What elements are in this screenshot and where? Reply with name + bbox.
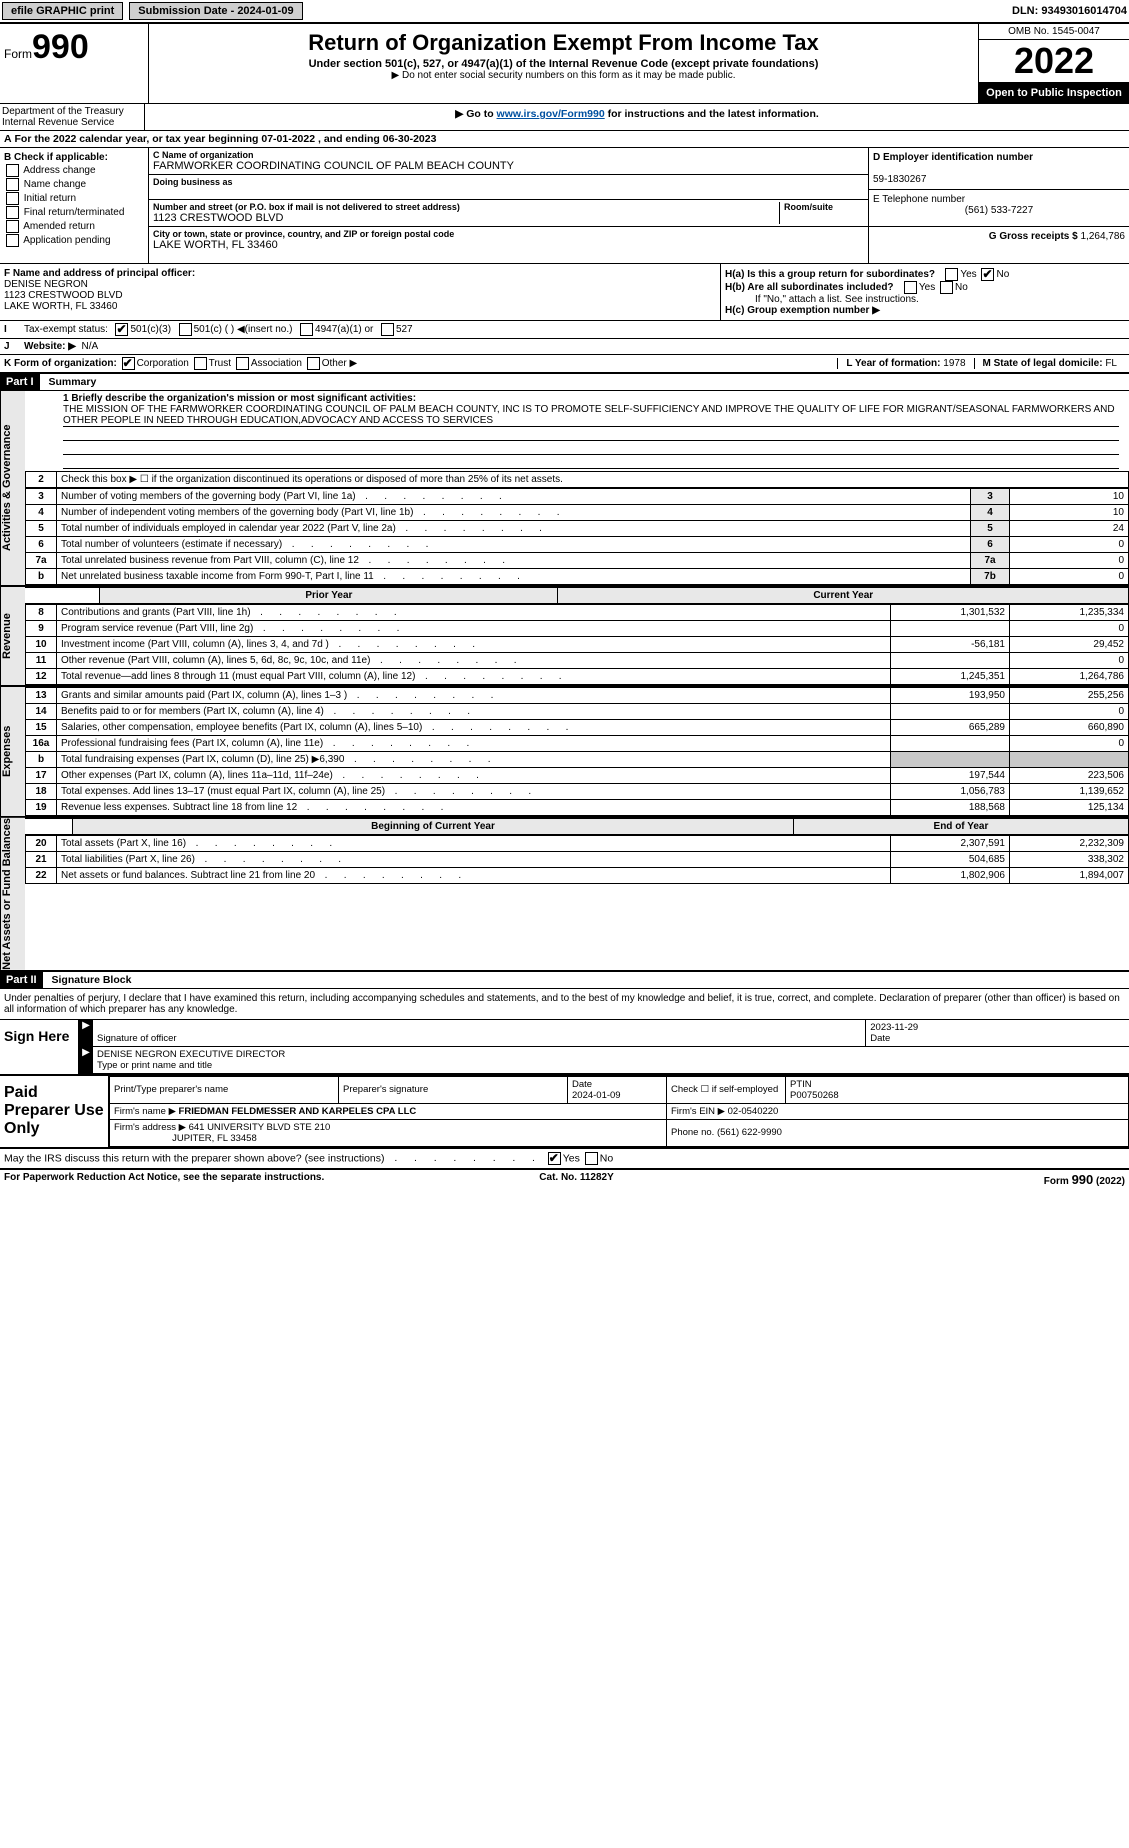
tax-year: 2022 <box>979 40 1129 83</box>
subtitle-2: ▶ Do not enter social security numbers o… <box>157 70 970 81</box>
side-netassets: Net Assets or Fund Balances <box>0 818 25 970</box>
city-value: LAKE WORTH, FL 33460 <box>153 239 864 251</box>
topbar: efile GRAPHIC print Submission Date - 20… <box>0 0 1129 24</box>
line-a: A For the 2022 calendar year, or tax yea… <box>0 131 1129 148</box>
gross-label: G Gross receipts $ <box>989 231 1078 242</box>
ptin-value: P00750268 <box>790 1090 839 1101</box>
mission-text: THE MISSION OF THE FARMWORKER COORDINATI… <box>63 404 1119 427</box>
fh-block: F Name and address of principal officer:… <box>0 264 1129 321</box>
org-name: FARMWORKER COORDINATING COUNCIL OF PALM … <box>153 160 864 172</box>
line1-label: 1 Briefly describe the organization's mi… <box>63 393 416 404</box>
side-governance: Activities & Governance <box>0 391 25 585</box>
form-header: Form990 Return of Organization Exempt Fr… <box>0 24 1129 104</box>
street-label: Number and street (or P.O. box if mail i… <box>153 202 779 212</box>
submission-date-button[interactable]: Submission Date - 2024-01-09 <box>129 2 302 20</box>
efile-button[interactable]: efile GRAPHIC print <box>2 2 123 20</box>
dln-label: DLN: 93493016014704 <box>1012 5 1127 17</box>
netassets-section: Net Assets or Fund Balances Beginning of… <box>0 818 1129 972</box>
firm-ein: 02-0540220 <box>728 1106 779 1117</box>
side-revenue: Revenue <box>0 587 25 685</box>
page-footer: For Paperwork Reduction Act Notice, see … <box>0 1169 1129 1189</box>
dba-label: Doing business as <box>153 177 864 187</box>
subtitle-1: Under section 501(c), 527, or 4947(a)(1)… <box>157 58 970 70</box>
part2-header: Part II Signature Block <box>0 972 1129 989</box>
street-value: 1123 CRESTWOOD BLVD <box>153 212 779 224</box>
form-number: 990 <box>32 28 89 66</box>
goto-link-row: ▶ Go to www.irs.gov/Form990 for instruct… <box>145 104 1129 130</box>
sign-here-block: Sign Here ▶ Signature of officer 2023-11… <box>0 1020 1129 1074</box>
irs-link[interactable]: www.irs.gov/Form990 <box>497 108 605 120</box>
open-to-public: Open to Public Inspection <box>979 83 1129 103</box>
city-label: City or town, state or province, country… <box>153 229 864 239</box>
officer-name: DENISE NEGRON <box>4 279 88 290</box>
firm-name: FRIEDMAN FELDMESSER AND KARPELES CPA LLC <box>179 1106 417 1117</box>
room-label: Room/suite <box>784 202 864 212</box>
discuss-row: May the IRS discuss this return with the… <box>0 1149 1129 1169</box>
side-expenses: Expenses <box>0 687 25 816</box>
paid-preparer-block: Paid Preparer Use Only Print/Type prepar… <box>0 1074 1129 1149</box>
officer-name-title: DENISE NEGRON EXECUTIVE DIRECTOR <box>97 1049 285 1060</box>
officer-addr1: 1123 CRESTWOOD BLVD <box>4 290 123 301</box>
form-title: Return of Organization Exempt From Incom… <box>157 30 970 56</box>
ein-value: 59-1830267 <box>873 174 926 185</box>
name-label: C Name of organization <box>153 150 864 160</box>
ein-label: D Employer identification number <box>873 152 1033 163</box>
governance-section: Activities & Governance 1 Briefly descri… <box>0 391 1129 587</box>
check-b: B Check if applicable: Address change Na… <box>0 148 149 263</box>
phone-value: (561) 533-7227 <box>873 205 1125 216</box>
identity-block: B Check if applicable: Address change Na… <box>0 148 1129 264</box>
officer-addr2: LAKE WORTH, FL 33460 <box>4 301 117 312</box>
omb-number: OMB No. 1545-0047 <box>979 24 1129 40</box>
revenue-section: Revenue Prior YearCurrent Year 8Contribu… <box>0 587 1129 687</box>
gov-table: 2Check this box ▶ ☐ if the organization … <box>25 471 1129 488</box>
phone-label: E Telephone number <box>873 194 965 205</box>
firm-phone: (561) 622-9990 <box>717 1127 782 1138</box>
part1-header: Part I Summary <box>0 374 1129 391</box>
expenses-section: Expenses 13Grants and similar amounts pa… <box>0 687 1129 818</box>
website-row: J Website: ▶ N/A <box>0 339 1129 355</box>
form-word: Form <box>4 47 32 61</box>
k-l-m-row: K Form of organization: Corporation Trus… <box>0 355 1129 374</box>
dept-treasury: Department of the TreasuryInternal Reven… <box>0 104 145 130</box>
tax-status-row: I Tax-exempt status: 501(c)(3) 501(c) ( … <box>0 321 1129 339</box>
501c3-check[interactable] <box>115 323 128 336</box>
declaration: Under penalties of perjury, I declare th… <box>0 989 1129 1020</box>
gross-value: 1,264,786 <box>1081 231 1126 242</box>
